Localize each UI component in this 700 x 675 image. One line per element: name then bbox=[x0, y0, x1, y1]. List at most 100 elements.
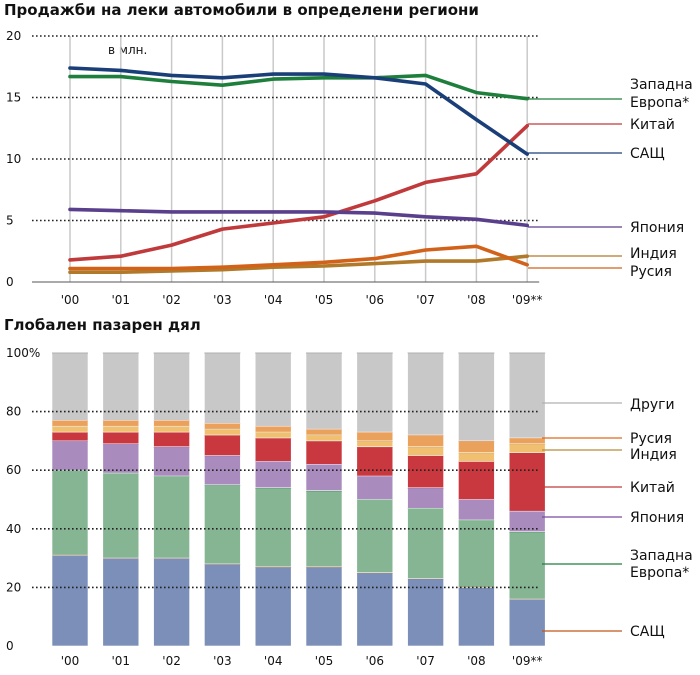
bar-segment bbox=[254, 437, 292, 462]
bar-segment bbox=[458, 352, 495, 442]
bar-segment bbox=[508, 443, 546, 453]
bar-segment bbox=[407, 487, 444, 509]
bar-segment bbox=[102, 557, 140, 647]
bar-segment bbox=[204, 563, 241, 647]
bar-segment bbox=[102, 431, 140, 445]
y-tick-label: 5 bbox=[6, 214, 14, 228]
x-tick-label: '00 bbox=[61, 654, 80, 668]
x-tick-label: '02 bbox=[162, 654, 181, 668]
bar-segment bbox=[305, 428, 343, 436]
legend-label: Китай bbox=[630, 480, 675, 496]
legend-label: Япония bbox=[630, 220, 684, 236]
bar-segment bbox=[458, 519, 495, 588]
y-tick-label: 10 bbox=[6, 152, 21, 166]
bar-segment bbox=[305, 566, 343, 647]
bar-segment bbox=[508, 452, 546, 512]
bar-segment bbox=[51, 425, 89, 433]
x-tick-label: '01 bbox=[112, 654, 131, 668]
x-tick-label: '04 bbox=[264, 293, 283, 307]
y-tick-label: 20 bbox=[6, 29, 21, 43]
bar-segment bbox=[356, 572, 394, 647]
bar-segment bbox=[204, 352, 241, 424]
bar-segment bbox=[102, 420, 140, 427]
x-tick-label: '08 bbox=[467, 654, 486, 668]
bar-segment bbox=[51, 352, 89, 421]
bar-segment bbox=[356, 352, 394, 433]
y-tick-label: 60 bbox=[6, 463, 21, 477]
bar-segment bbox=[51, 420, 89, 427]
bar-segment bbox=[254, 566, 292, 647]
bar-segment bbox=[458, 440, 495, 453]
bar-segment bbox=[458, 461, 495, 500]
line-chart-unit-label: в млн. bbox=[108, 43, 147, 57]
x-tick-label: '09** bbox=[512, 293, 543, 307]
bar-segment bbox=[407, 352, 444, 436]
line-chart-title: Продажби на леки автомобили в определени… bbox=[4, 1, 479, 19]
bar-segment bbox=[153, 352, 190, 421]
y-tick-label: 0 bbox=[6, 275, 14, 289]
bar-segment bbox=[102, 352, 140, 421]
bar-segment bbox=[153, 425, 190, 433]
bar-segment bbox=[102, 443, 140, 474]
x-tick-label: '06 bbox=[366, 654, 385, 668]
bar-segment bbox=[407, 507, 444, 579]
bar-segment bbox=[508, 510, 546, 533]
bar-segment bbox=[102, 425, 140, 433]
bar-segment bbox=[51, 431, 89, 442]
x-tick-label: '08 bbox=[467, 293, 486, 307]
bar-segment bbox=[305, 434, 343, 442]
bar-segment bbox=[254, 425, 292, 433]
legend-label-line: Западна bbox=[630, 77, 693, 93]
x-tick-label: '09** bbox=[512, 654, 543, 668]
y-tick-label: 15 bbox=[6, 91, 21, 105]
bar-segment bbox=[508, 531, 546, 600]
series-line bbox=[68, 254, 530, 275]
legend-label: Русия bbox=[630, 431, 672, 447]
legend-label: Други bbox=[630, 397, 675, 413]
bar-segment bbox=[204, 484, 241, 565]
x-tick-label: '06 bbox=[366, 293, 385, 307]
series-line bbox=[68, 66, 530, 156]
bar-segment bbox=[254, 461, 292, 489]
legend-label: Китай bbox=[630, 117, 675, 133]
x-tick-label: '03 bbox=[213, 654, 232, 668]
bar-segment bbox=[153, 475, 190, 559]
legend-label: Япония bbox=[630, 510, 684, 526]
bar-segment bbox=[153, 431, 190, 448]
bar-segment bbox=[356, 446, 394, 477]
bar-segment bbox=[254, 352, 292, 427]
stacked-bar-chart: 0 20 40 60 80 100% '00 '01 '02 '03 '04 '05 '06 '07 '08… bbox=[6, 346, 693, 668]
series-line bbox=[68, 73, 530, 101]
bar-segment bbox=[458, 587, 495, 647]
bar-segment bbox=[102, 472, 140, 559]
bar-segment bbox=[254, 431, 292, 439]
line-chart: 0 5 10 15 20 '00 '01 '02 '03 '04 '05 '06 '07 '08 '09**… bbox=[6, 29, 693, 307]
bar-segment bbox=[356, 431, 394, 442]
legend-label-line: Европа* bbox=[630, 95, 689, 111]
x-tick-label: '07 bbox=[416, 293, 435, 307]
bar-segment bbox=[153, 420, 190, 427]
y-tick-label: 40 bbox=[6, 522, 21, 536]
x-tick-label: '03 bbox=[213, 293, 232, 307]
bar-segment bbox=[51, 440, 89, 471]
x-tick-label: '05 bbox=[315, 654, 334, 668]
bar-segment bbox=[51, 469, 89, 556]
bar-segment bbox=[204, 455, 241, 486]
bar-segment bbox=[204, 423, 241, 430]
bar-segment bbox=[407, 434, 444, 448]
bar-segment bbox=[51, 554, 89, 647]
series-line bbox=[68, 244, 530, 271]
bar-segment bbox=[153, 557, 190, 647]
bar-chart-title: Глобален пазарен дял bbox=[4, 316, 201, 334]
bar-segment bbox=[204, 428, 241, 436]
bar-segment bbox=[508, 437, 546, 445]
bar-segment bbox=[153, 446, 190, 477]
legend-label: Западна Европа* bbox=[630, 77, 693, 111]
bar-segment bbox=[254, 487, 292, 568]
y-tick-label: 100% bbox=[6, 346, 40, 360]
legend-label: Русия bbox=[630, 264, 672, 280]
legend-label: Индия bbox=[630, 246, 677, 262]
series-line bbox=[68, 207, 530, 228]
legend-label-line: Европа* bbox=[630, 565, 689, 581]
